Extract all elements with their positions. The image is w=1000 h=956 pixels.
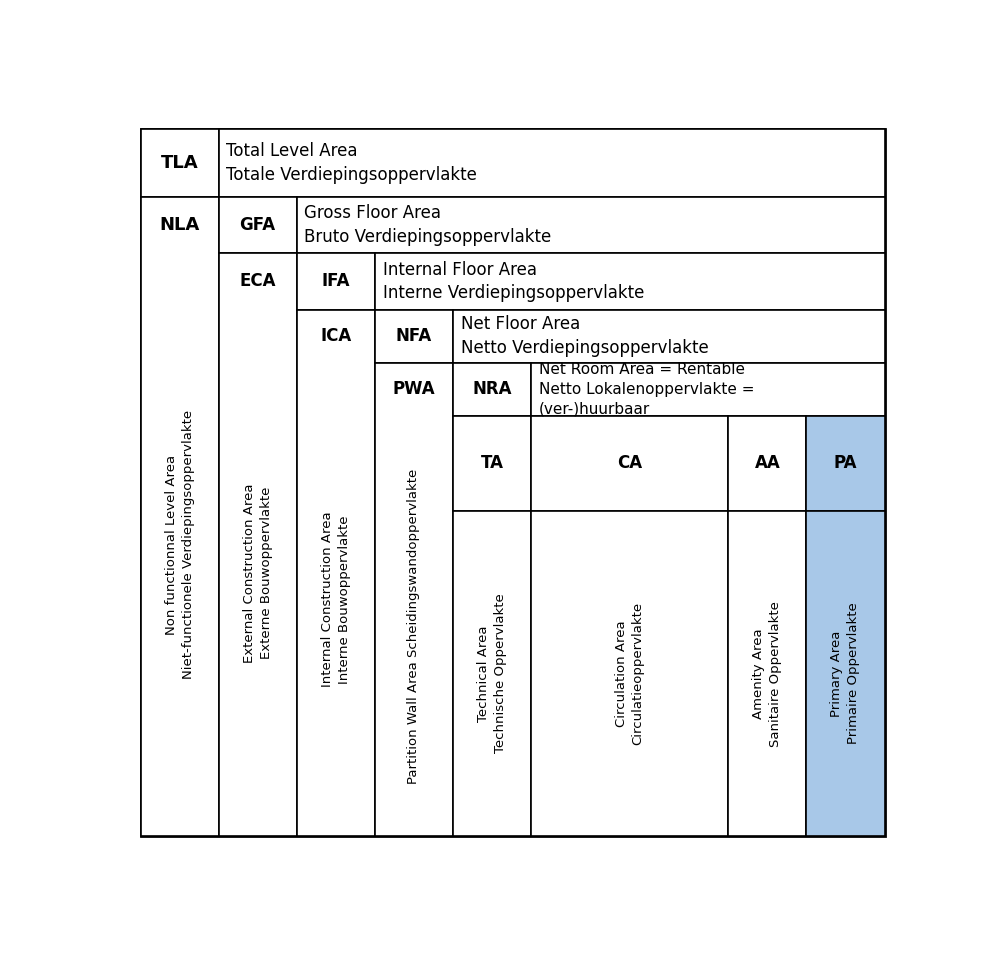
Text: Total Level Area
Totale Verdiepingsoppervlakte: Total Level Area Totale Verdiepingsopper… <box>226 142 477 184</box>
Bar <box>375 253 885 310</box>
Text: GFA: GFA <box>240 216 276 234</box>
Text: AA: AA <box>754 454 780 472</box>
Bar <box>531 416 728 511</box>
Bar <box>531 362 885 416</box>
Bar <box>219 197 297 253</box>
Text: PA: PA <box>834 454 857 472</box>
Text: Net Room Area = Rentable
Netto Lokalenoppervlakte =
(ver-)huurbaar: Net Room Area = Rentable Netto Lokalenop… <box>539 361 754 417</box>
Text: IFA: IFA <box>322 272 350 291</box>
Text: NLA: NLA <box>159 216 200 234</box>
Text: Partition Wall Area Scheidingswandoppervlakte: Partition Wall Area Scheidingswandopperv… <box>407 468 420 784</box>
Bar <box>219 253 297 836</box>
Bar <box>453 310 885 362</box>
Text: Amenity Area
Sanitaire Oppervlakte: Amenity Area Sanitaire Oppervlakte <box>752 600 782 747</box>
Text: Net Floor Area
Netto Verdiepingsoppervlakte: Net Floor Area Netto Verdiepingsoppervla… <box>461 315 708 357</box>
Text: PWA: PWA <box>393 380 435 398</box>
Text: CA: CA <box>617 454 642 472</box>
Text: NFA: NFA <box>396 327 432 345</box>
Bar <box>297 253 375 310</box>
Bar <box>140 129 219 197</box>
Text: TA: TA <box>481 454 504 472</box>
Text: Internal Construction Area
Interne Bouwoppervlakte: Internal Construction Area Interne Bouwo… <box>321 511 351 687</box>
Bar <box>219 129 885 197</box>
Bar <box>297 310 375 836</box>
Bar <box>453 362 531 416</box>
Bar <box>140 197 219 836</box>
Text: Gross Floor Area
Bruto Verdiepingsoppervlakte: Gross Floor Area Bruto Verdiepingsopperv… <box>304 204 552 246</box>
Bar <box>728 416 806 511</box>
Bar <box>453 511 531 836</box>
Bar <box>375 362 453 836</box>
Text: TLA: TLA <box>161 154 198 172</box>
Bar <box>806 416 885 511</box>
Text: Internal Floor Area
Interne Verdiepingsoppervlakte: Internal Floor Area Interne Verdiepingso… <box>383 261 644 302</box>
Bar <box>453 416 531 511</box>
Bar <box>531 511 728 836</box>
Bar <box>728 511 806 836</box>
Text: Non functionnal Level Area
Niet-functionele Verdiepingsoppervlakte: Non functionnal Level Area Niet-function… <box>165 410 195 679</box>
Bar <box>806 511 885 836</box>
Bar <box>297 197 885 253</box>
Text: NRA: NRA <box>472 380 512 398</box>
Bar <box>375 310 453 362</box>
Text: Primary Area
Primaire Oppervlakte: Primary Area Primaire Oppervlakte <box>830 602 860 745</box>
Text: ICA: ICA <box>320 327 351 345</box>
Text: ECA: ECA <box>239 272 276 291</box>
Text: Technical Area
Technische Oppervlakte: Technical Area Technische Oppervlakte <box>477 594 507 753</box>
Text: Circulation Area
Circulatieoppervlakte: Circulation Area Circulatieoppervlakte <box>615 602 645 745</box>
Text: External Construction Area
Externe Bouwoppervlakte: External Construction Area Externe Bouwo… <box>243 483 273 663</box>
